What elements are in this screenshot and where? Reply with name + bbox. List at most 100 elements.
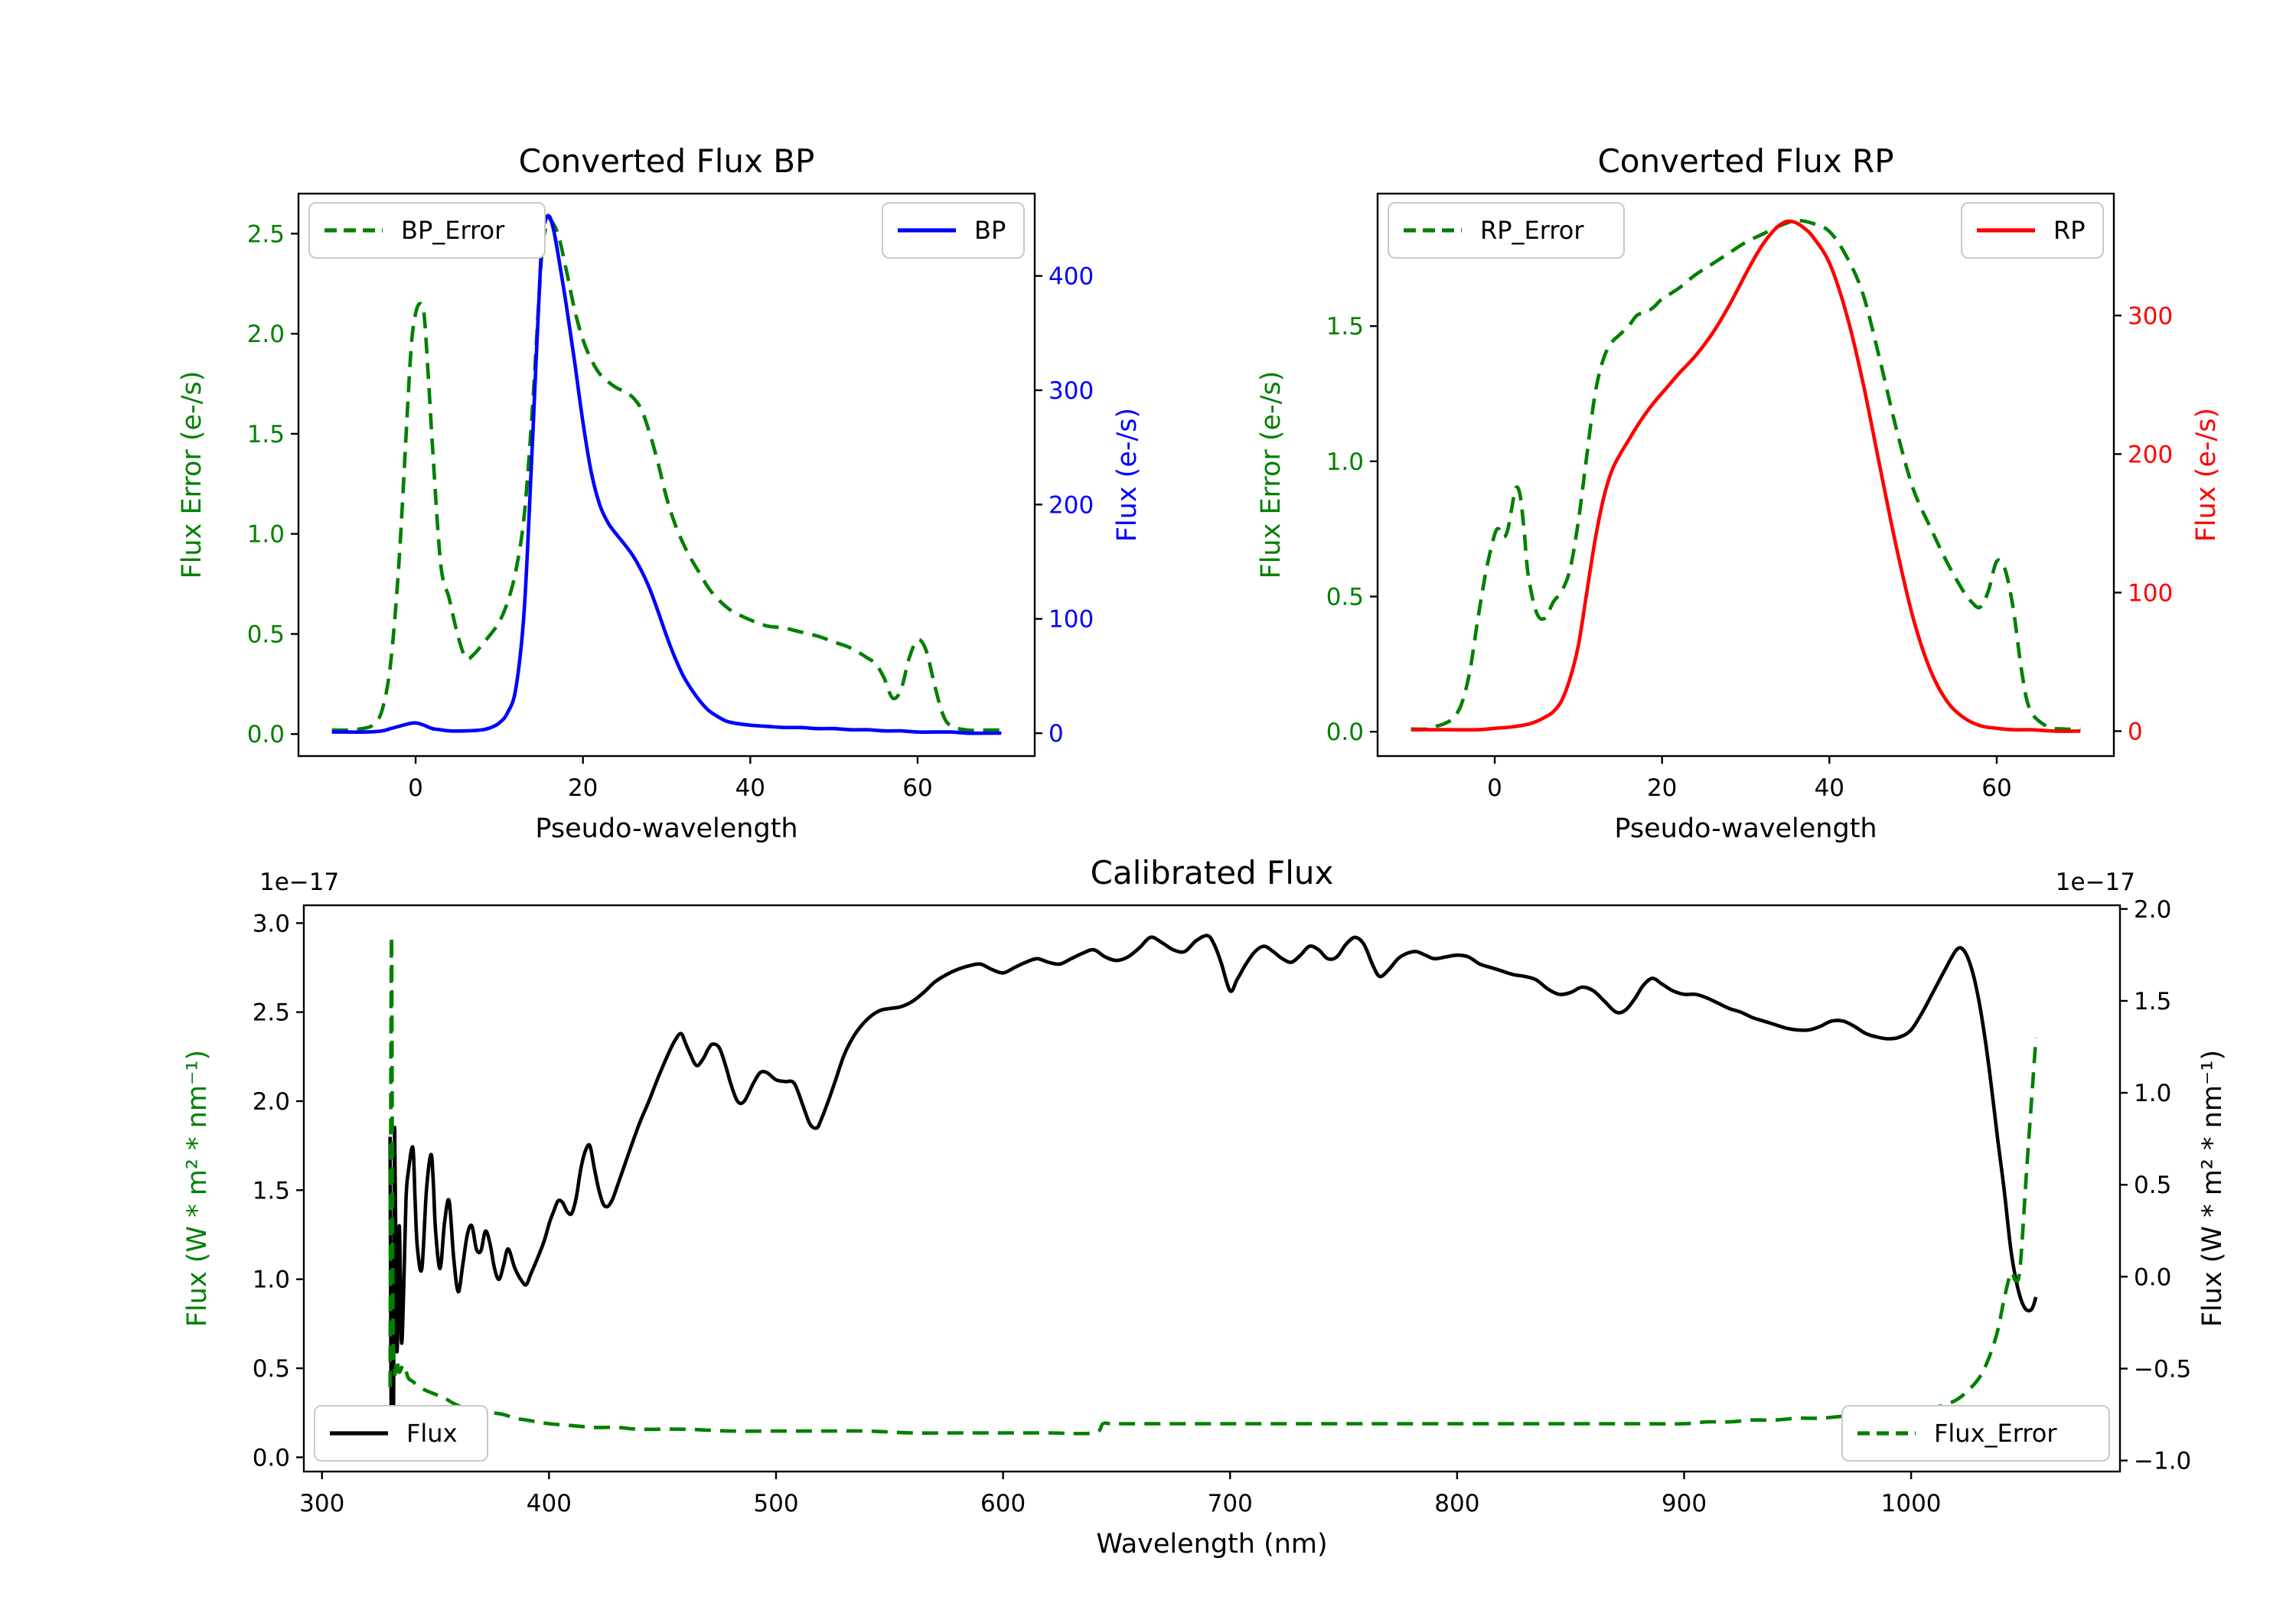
cal-ytick-left-label: 1.0	[253, 1266, 290, 1294]
bp-ytick-left-label: 1.5	[247, 421, 285, 448]
cal-xticks: 300 400 500 600 700 800 900 1000	[299, 1472, 1942, 1517]
rp-xtick-label: 0	[1487, 774, 1502, 802]
cal-ytick-right-label: −0.5	[2134, 1355, 2191, 1383]
bp-title: Converted Flux BP	[519, 142, 815, 180]
rp-yticks-right: 0 100 200 300	[2114, 302, 2173, 745]
cal-flux-line	[388, 934, 2038, 1434]
cal-offset-text-left: 1e−17	[259, 869, 339, 896]
cal-ylabel-left: Flux (W * m² * nm⁻¹)	[182, 1050, 213, 1327]
bp-xtick-label: 0	[408, 774, 423, 802]
bp-ytick-left-label: 0.5	[247, 621, 285, 648]
rp-legend-rp: RP	[1961, 202, 2104, 259]
rp-legend-rp_error: RP_Error	[1388, 202, 1625, 259]
rp-xlabel: Pseudo-wavelength	[1614, 813, 1877, 844]
bp-ytick-left-label: 2.0	[247, 321, 285, 348]
bp-yticks-left: 0.0 0.5 1.0 1.5 2.0 2.5	[247, 220, 298, 748]
rp-ylabel-left: Flux Error (e-/s)	[1256, 371, 1287, 579]
bp-ytick-left-label: 1.0	[247, 521, 285, 549]
bp-ytick-left-label: 2.5	[247, 220, 285, 248]
rp-ytick-right-label: 100	[2128, 579, 2173, 607]
cal-xtick-label: 300	[299, 1490, 344, 1517]
cal-ytick-right-label: 2.0	[2134, 896, 2171, 924]
bp-ylabel-right: Flux (e-/s)	[1112, 408, 1143, 542]
rp-legend-label: RP_Error	[1480, 216, 1584, 245]
bp-bp-line	[331, 214, 1002, 735]
cal-xtick-label: 400	[527, 1490, 572, 1517]
bp-yticks-right: 0 100 200 300 400	[1035, 263, 1094, 748]
rp-ytick-left-label: 1.5	[1326, 313, 1364, 341]
cal-ytick-left-label: 2.5	[253, 999, 290, 1027]
cal-ytick-right-label: 1.5	[2134, 988, 2171, 1015]
rp-ytick-right-label: 300	[2128, 302, 2173, 330]
bp-axes-frame	[297, 192, 1036, 758]
bp-bp_error-line	[331, 217, 1002, 732]
rp-xtick-label: 40	[1815, 774, 1844, 802]
rp-legend-box	[1388, 202, 1625, 259]
bp-xtick-label: 20	[568, 774, 598, 802]
cal-ylabel-right: Flux (W * m² * nm⁻¹)	[2197, 1050, 2228, 1327]
cal-yticks-right: −1.0 −0.5 0.0 0.5 1.0 1.5 2.0	[2120, 896, 2191, 1475]
bp-xlabel: Pseudo-wavelength	[535, 813, 797, 844]
cal-xtick-label: 600	[980, 1490, 1026, 1517]
cal-xtick-label: 500	[753, 1490, 798, 1517]
rp-rp-line	[1411, 219, 2081, 733]
cal-plot-area	[388, 934, 2038, 1436]
bp-ytick-right-label: 0	[1049, 720, 1064, 748]
cal-flux_error-line	[388, 934, 2038, 1436]
cal-ytick-right-label: 1.0	[2134, 1080, 2171, 1107]
bp-ylabel-left: Flux Error (e-/s)	[177, 371, 207, 579]
bp-ytick-right-label: 100	[1049, 606, 1094, 634]
cal-title: Calibrated Flux	[1091, 854, 1334, 892]
bp-ytick-right-label: 200	[1049, 491, 1094, 519]
bp-legend-bp_error: BP_Error	[308, 202, 546, 259]
rp-ytick-left-label: 0.0	[1326, 719, 1364, 746]
rp-ytick-right-label: 200	[2128, 441, 2173, 468]
cal-legend-flux_error: Flux_Error	[1841, 1405, 2110, 1462]
cal-ytick-right-label: 0.5	[2134, 1172, 2171, 1199]
bp-ytick-right-label: 400	[1049, 263, 1094, 291]
cal-legend-flux: Flux	[314, 1405, 488, 1462]
rp-ytick-right-label: 0	[2128, 718, 2143, 745]
cal-xlabel: Wavelength (nm)	[1096, 1529, 1327, 1560]
bp-legend-label: BP	[974, 216, 1006, 245]
cal-ytick-left-label: 0.5	[253, 1355, 290, 1383]
cal-offset-text-right: 1e−17	[2056, 869, 2135, 896]
rp-xtick-label: 60	[1981, 774, 2011, 802]
rp-xticks: 0 20 40 60	[1487, 756, 2012, 802]
cal-axes-frame	[302, 904, 2122, 1473]
cal-xtick-label: 700	[1208, 1490, 1253, 1517]
rp-xtick-label: 20	[1647, 774, 1677, 802]
rp-rp_error-line	[1411, 218, 2081, 732]
cal-legend-box	[314, 1405, 488, 1462]
bp-xtick-label: 40	[735, 774, 765, 802]
rp-yticks-left: 0.0 0.5 1.0 1.5	[1326, 313, 1378, 746]
cal-legend-label: Flux_Error	[1934, 1419, 2057, 1448]
rp-plot-area	[1411, 218, 2081, 733]
rp-ytick-left-label: 0.5	[1326, 584, 1364, 611]
cal-ytick-left-label: 2.0	[253, 1088, 290, 1116]
rp-axes-frame	[1376, 192, 2115, 758]
cal-legend-label: Flux	[406, 1419, 458, 1448]
bp-legend-box	[308, 202, 546, 259]
rp-title: Converted Flux RP	[1597, 142, 1893, 180]
cal-xtick-label: 1000	[1881, 1490, 1942, 1517]
bp-xtick-label: 60	[902, 774, 932, 802]
bp-xticks: 0 20 40 60	[408, 756, 933, 802]
cal-legend-box	[1841, 1405, 2110, 1462]
cal-ytick-right-label: 0.0	[2134, 1263, 2171, 1291]
cal-ytick-left-label: 3.0	[253, 910, 290, 937]
rp-ytick-left-label: 1.0	[1326, 448, 1364, 476]
bp-legend-bp: BP	[882, 202, 1025, 259]
bp-ytick-left-label: 0.0	[247, 721, 285, 748]
rp-ylabel-right: Flux (e-/s)	[2191, 408, 2222, 542]
cal-ytick-left-label: 1.5	[253, 1177, 290, 1204]
bp-ytick-right-label: 300	[1049, 377, 1094, 405]
cal-ytick-left-label: 0.0	[253, 1444, 290, 1472]
cal-yticks-left: 0.0 0.5 1.0 1.5 2.0 2.5 3.0	[253, 910, 304, 1472]
cal-xtick-label: 900	[1662, 1490, 1707, 1517]
cal-ytick-right-label: −1.0	[2134, 1448, 2191, 1475]
bp-legend-label: BP_Error	[401, 216, 505, 245]
cal-xtick-label: 800	[1434, 1490, 1479, 1517]
